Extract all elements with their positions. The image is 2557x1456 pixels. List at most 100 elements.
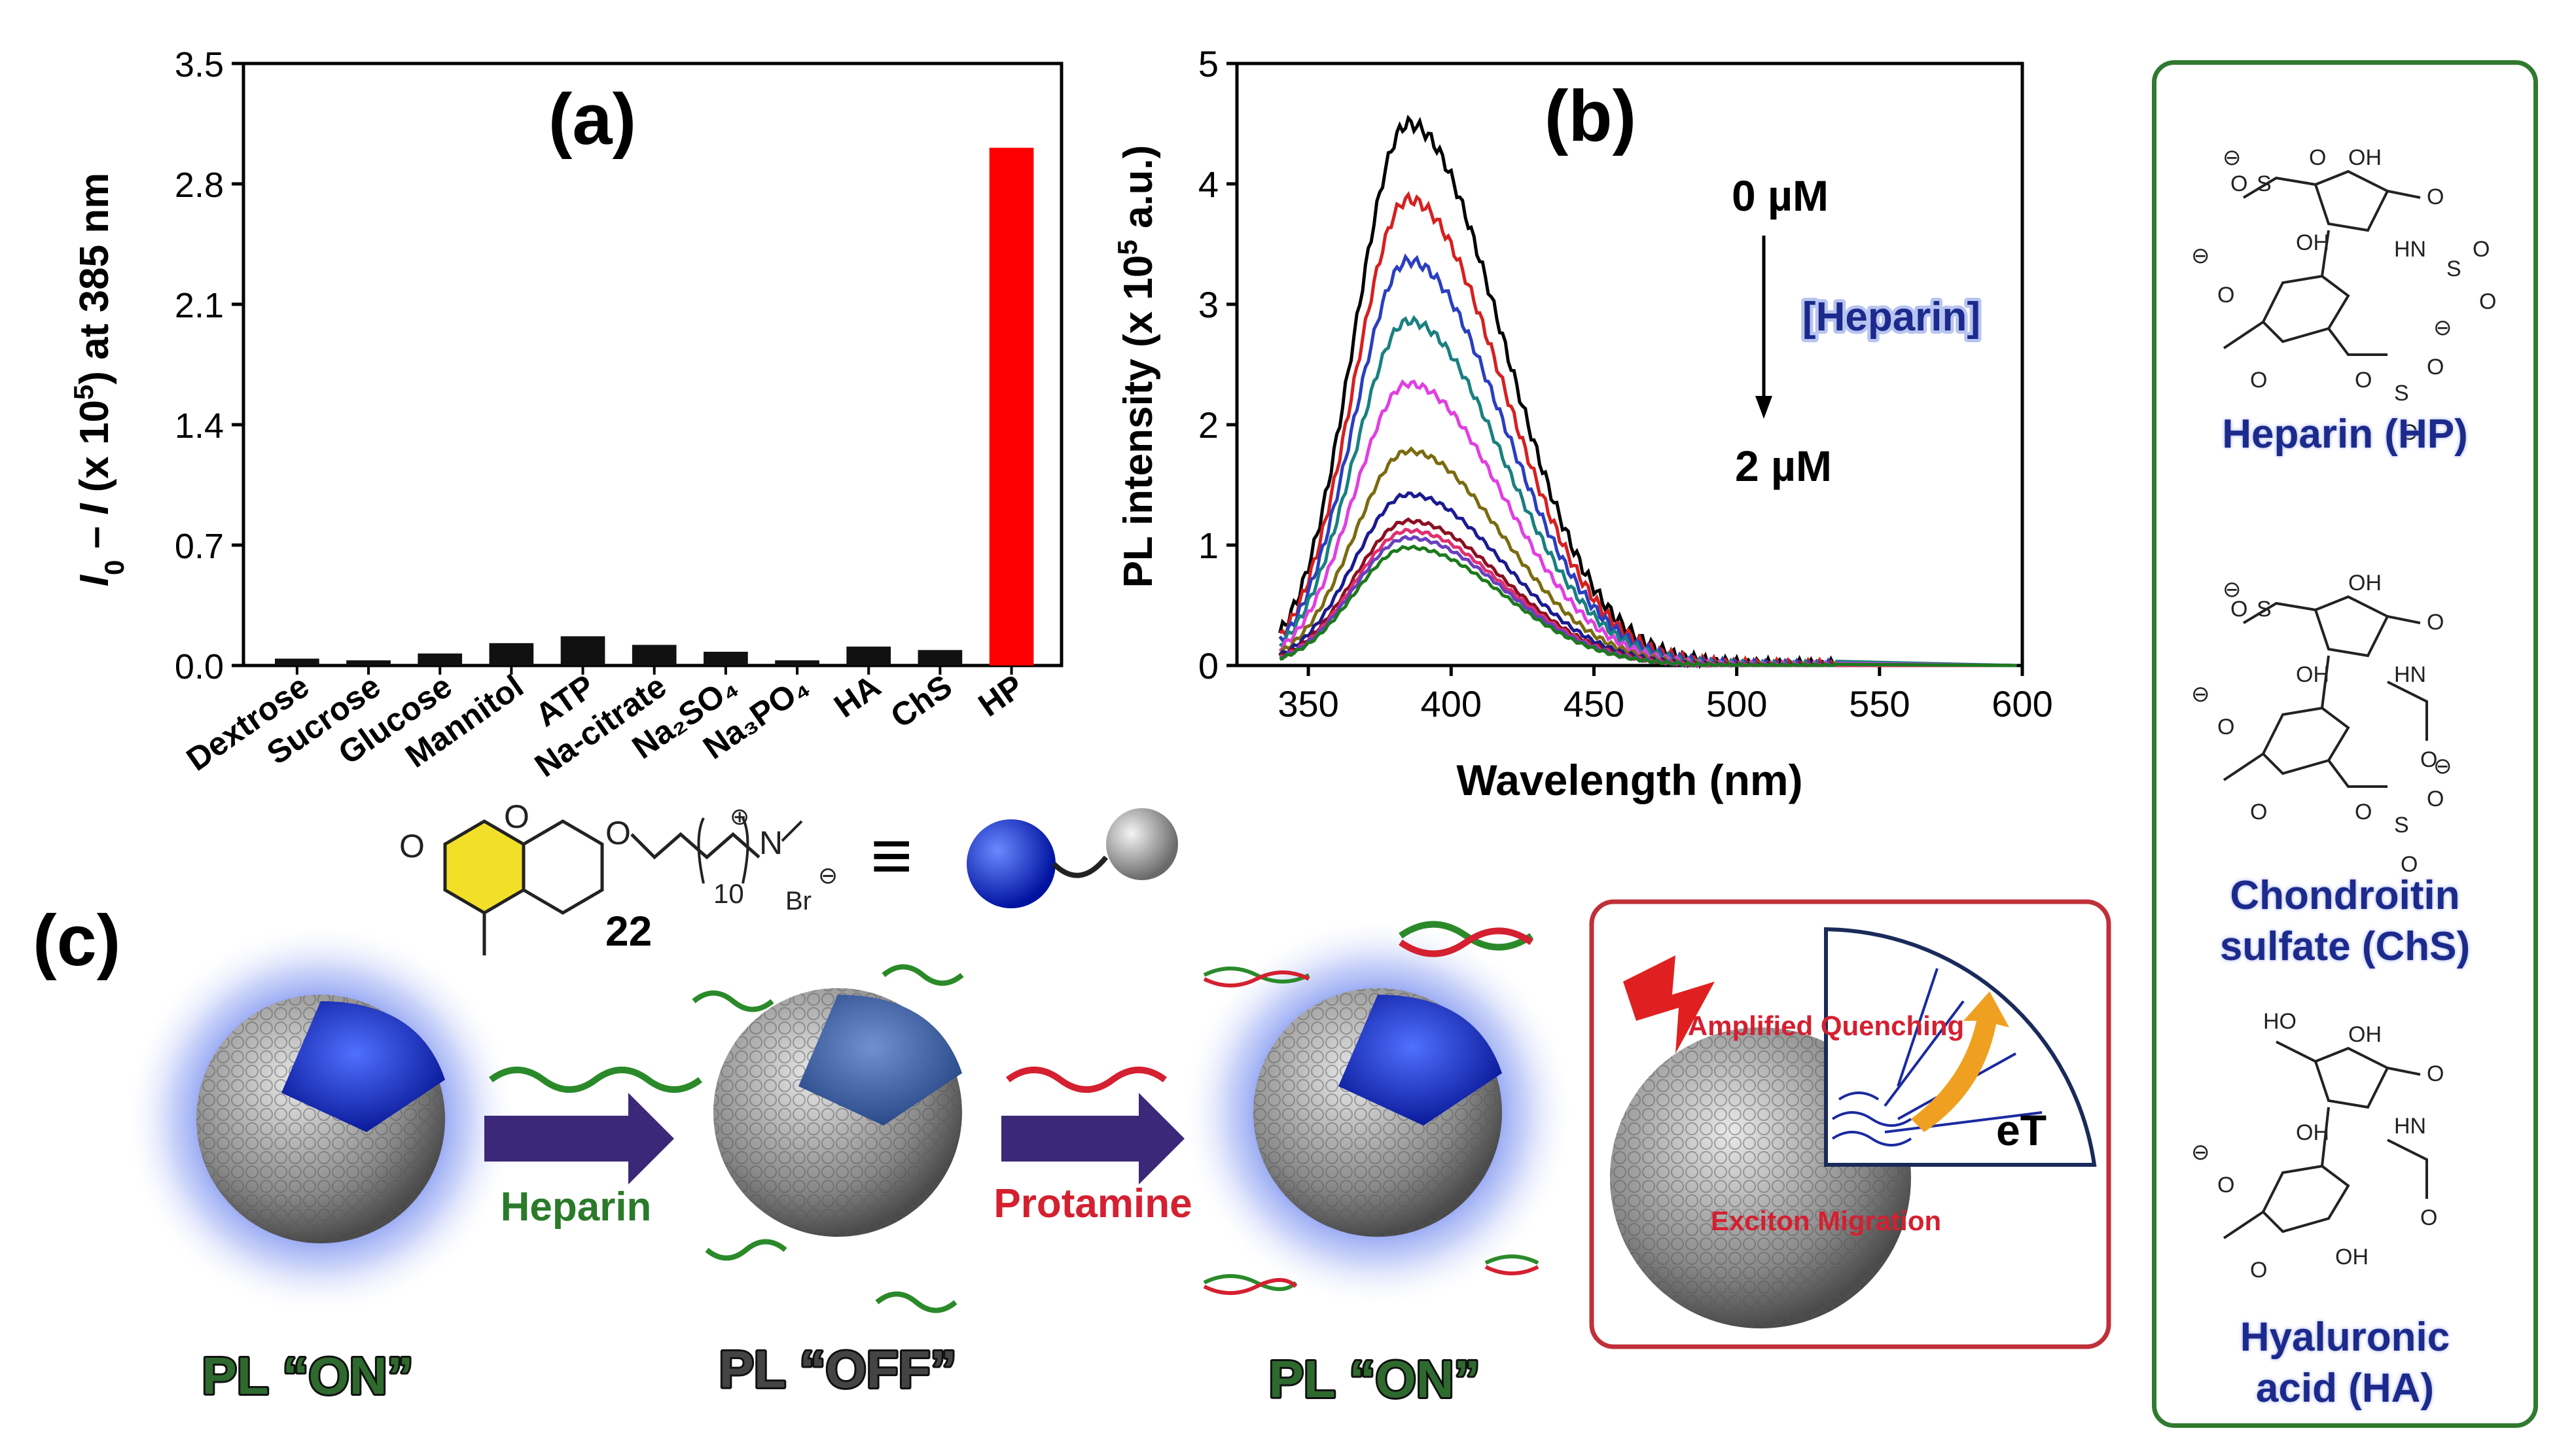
- bar-chart-a: 0.0 0.7 1.4 2.1 2.8 3.5 DextroseSucroseGlucos…: [68, 45, 1064, 784]
- heparin-strand-3: [882, 964, 964, 986]
- heparin-strand-4: [705, 1239, 787, 1261]
- svg-text:O: O: [2420, 747, 2437, 772]
- line-chart-b-y-label: PL intensity (x 105 a.u.): [1113, 145, 1161, 588]
- svg-text:O: O: [2479, 289, 2496, 314]
- complex-strand-4: [1484, 1254, 1539, 1265]
- svg-text:S: S: [2394, 813, 2409, 838]
- molecule-number: 22: [605, 908, 652, 955]
- state-label-on-2: PL “ON”: [1268, 1350, 1480, 1408]
- svg-text:O: O: [2250, 368, 2267, 393]
- line-chart-b-axes-box: [1235, 62, 2024, 667]
- chain-subscript: 10: [713, 878, 744, 909]
- bar-chs: [918, 650, 963, 666]
- a-xtick-label: HP: [972, 667, 1030, 724]
- heparin-strand-5: [875, 1291, 957, 1313]
- line-chart-b: 0 1 2 3 4 5 350 400 450 500 550 600 (b) Wavelength…: [1113, 43, 2053, 804]
- lightning-icon: [1623, 955, 1715, 1054]
- b-xtick-label: 550: [1849, 683, 1910, 724]
- svg-text:O: O: [399, 828, 425, 864]
- svg-text:O: O: [2217, 1173, 2234, 1198]
- a-xtick-label: HA: [827, 667, 887, 724]
- panel-label-b: (b): [1545, 76, 1636, 156]
- state-label-on-1: PL “ON”: [202, 1347, 413, 1405]
- svg-text:O: O: [2250, 1258, 2267, 1283]
- bar-chart-a-y-ticks: 0.0 0.7 1.4 2.1 2.8 3.5: [175, 45, 243, 686]
- structure-name-hyaluronic: Hyaluronic acid (HA): [2152, 1312, 2538, 1414]
- svg-text:O: O: [2427, 355, 2444, 380]
- bar-chart-a-frame: [241, 62, 1064, 667]
- line-chart-b-x-ticks: 350 400 450 500 550 600: [1278, 666, 2053, 724]
- curve-0: [1278, 115, 2017, 669]
- svg-text:O: O: [2309, 145, 2326, 170]
- bar-ha: [846, 647, 891, 666]
- svg-text:OH: OH: [2296, 230, 2329, 255]
- a-xtick-label: ChS: [884, 667, 959, 735]
- schematic-c: (c) O O O 10 N ⊕ Br ⊖ 22 ≡ Heparin: [33, 805, 2111, 1410]
- complex-strand-2b: [1203, 970, 1310, 987]
- svg-text:N: N: [759, 825, 783, 861]
- curve-5: [1278, 446, 2017, 668]
- complex-strand-1: [1399, 921, 1533, 951]
- hyaluronic-structure: HO OH O HN O ⊖ O OH O OH: [2191, 1009, 2444, 1283]
- svg-text:O: O: [2427, 787, 2444, 811]
- inset-bottom-label: Exciton Migration: [1711, 1205, 1941, 1236]
- nanoparticle-on-2: [1181, 916, 1574, 1309]
- annotation-2uM: 2 µM: [1735, 442, 1832, 490]
- bar-chart-a-x-labels: DextroseSucroseGlucoseMannitolATPNa-citr…: [180, 666, 1030, 784]
- svg-text:O: O: [2420, 1205, 2437, 1230]
- inset-center-label: eT: [1996, 1106, 2047, 1154]
- svg-text:HN: HN: [2394, 237, 2426, 262]
- line-chart-b-y-ticks: 0 1 2 3 4 5: [1198, 43, 1237, 686]
- state-label-off: PL “OFF”: [719, 1340, 957, 1398]
- svg-text:O: O: [2230, 597, 2247, 622]
- svg-text:OH: OH: [2348, 1022, 2382, 1047]
- a-ytick-label: 3.5: [175, 45, 224, 84]
- svg-text:⊖: ⊖: [2433, 754, 2452, 779]
- svg-text:O: O: [2401, 420, 2418, 445]
- bar-hp: [989, 147, 1034, 666]
- svg-text:O: O: [2427, 610, 2444, 635]
- curve-4: [1278, 379, 2017, 668]
- structure-name-heparin-text: Heparin (HP): [2222, 412, 2468, 457]
- bar-sucrose: [346, 660, 391, 666]
- b-ytick-label: 4: [1198, 164, 1219, 205]
- heparin-strand-2: [692, 990, 774, 1012]
- step-label-protamine: Protamine: [993, 1181, 1192, 1226]
- structure-name-chondroitin-line2: sulfate (ChS): [2219, 924, 2471, 969]
- curve-6: [1278, 491, 2017, 667]
- svg-text:HO: HO: [2263, 1009, 2297, 1034]
- complex-strand-3b: [1203, 1278, 1298, 1295]
- svg-text:O: O: [605, 815, 631, 851]
- curve-3: [1278, 315, 2017, 668]
- headgroup-ball-blue: [967, 819, 1056, 908]
- svg-text:O: O: [2473, 237, 2490, 262]
- svg-text:OH: OH: [2335, 1245, 2369, 1270]
- svg-text:O: O: [2217, 283, 2234, 308]
- svg-text:⊖: ⊖: [2223, 577, 2242, 602]
- tail-ball-grey: [1106, 808, 1178, 880]
- bar-chart-a-y-label: I0 – I (x 105) at 385 nm: [68, 173, 130, 587]
- svg-text:⊕: ⊕: [730, 805, 749, 830]
- arrow-protamine: [1001, 1093, 1185, 1184]
- energy-transfer-arrow: [1911, 991, 2009, 1132]
- svg-text:O: O: [2401, 852, 2418, 877]
- svg-text:⊖: ⊖: [2223, 145, 2242, 170]
- svg-text:⊖: ⊖: [2191, 682, 2210, 707]
- linker: [1052, 855, 1109, 878]
- bar-glucose: [418, 653, 463, 666]
- bar-na-citrate: [632, 645, 677, 666]
- structure-name-chondroitin: Chondroitin sulfate (ChS): [2152, 870, 2538, 972]
- structure-name-chondroitin-line1: Chondroitin: [2230, 873, 2460, 918]
- svg-text:O: O: [2217, 715, 2234, 739]
- counterion: Br: [785, 887, 812, 915]
- svg-text:S: S: [2446, 257, 2461, 281]
- svg-text:OH: OH: [2348, 571, 2382, 595]
- complex-strand-1b: [1399, 927, 1533, 957]
- complex-strand-3: [1203, 1274, 1298, 1291]
- bar-chart-a-axes-box: [241, 62, 1064, 667]
- bar-mannitol: [489, 643, 534, 666]
- b-xtick-label: 350: [1278, 683, 1338, 724]
